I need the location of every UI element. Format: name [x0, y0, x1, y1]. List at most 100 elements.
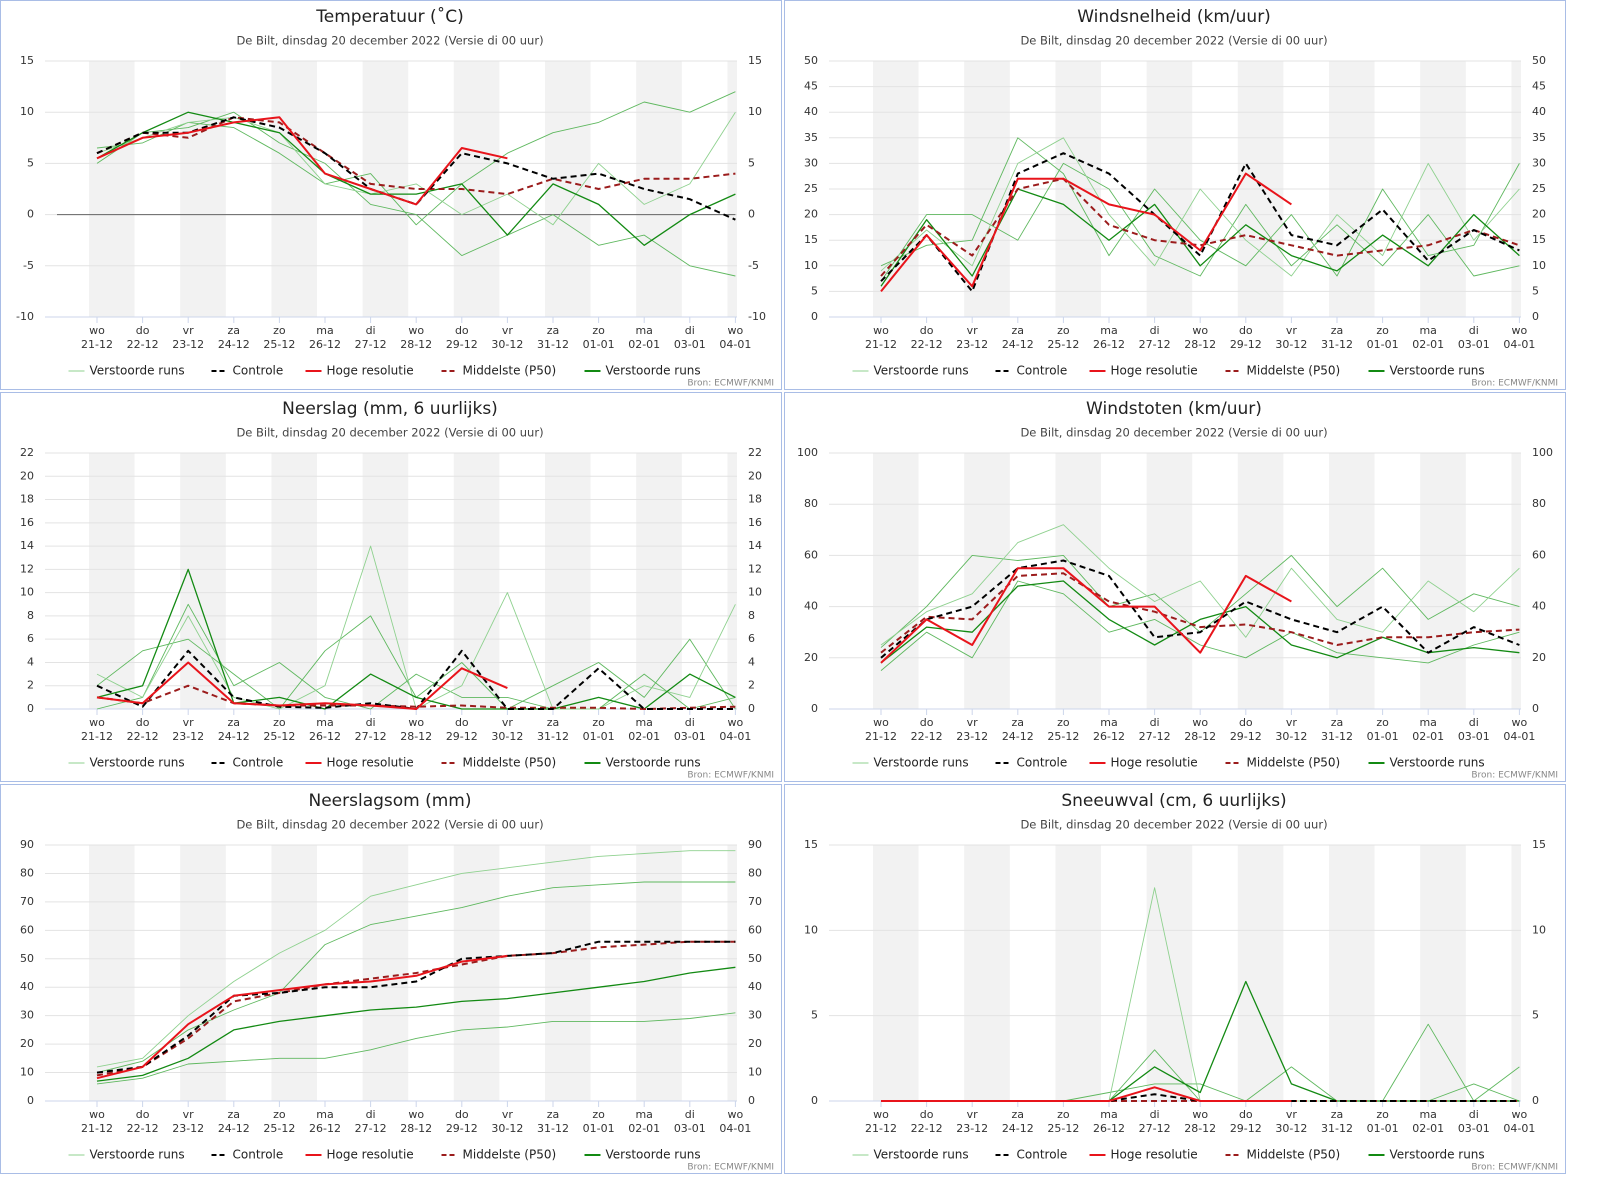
source: Bron: ECMWF/KNMI — [1471, 1163, 1558, 1173]
day-band — [727, 61, 737, 317]
x-tick-label: 27-12 — [1139, 730, 1171, 743]
day-band — [636, 845, 682, 1101]
y-tick-label: 0 — [811, 310, 818, 323]
y2-tick-label: 15 — [1532, 233, 1546, 246]
x-tick-label: ma — [1100, 1108, 1117, 1121]
x-tick-label: wo — [1512, 324, 1528, 337]
y-tick-label: 20 — [804, 208, 818, 221]
day-band — [89, 845, 135, 1101]
day-band — [271, 845, 317, 1101]
y2-tick-label: 15 — [1532, 838, 1546, 851]
y2-tick-label: 0 — [748, 208, 755, 221]
x-tick-label: 29-12 — [1230, 1122, 1262, 1135]
x-tick-label: 21-12 — [865, 1122, 897, 1135]
x-tick-label: wo — [873, 324, 889, 337]
x-tick-label: do — [455, 1108, 469, 1121]
x-tick-label: 25-12 — [263, 730, 295, 743]
legend-label: Hoge resolutie — [327, 364, 414, 378]
series-line — [880, 559, 1520, 659]
y2-tick-label: 2 — [748, 679, 755, 692]
legend-label: Middelste (P50) — [463, 1148, 557, 1162]
x-tick-label: 28-12 — [400, 1122, 432, 1135]
y2-tick-label: 5 — [1532, 284, 1539, 297]
chart-panel: 0 2 4 6 8 10 12 14 16 18 20 22 0 2 4 6 8 10 12 14 16 18 20 22 wo… — [0, 392, 782, 782]
day-band — [727, 453, 737, 709]
day-band — [1420, 845, 1466, 1101]
x-tick-label: di — [1469, 324, 1479, 337]
y2-tick-label: 30 — [748, 1009, 762, 1022]
x-tick-label: zo — [1057, 716, 1070, 729]
x-tick-label: 03-01 — [1458, 338, 1490, 351]
x-tick-label: 22-12 — [127, 730, 159, 743]
y-tick-label: 12 — [20, 562, 34, 575]
x-tick-label: za — [228, 324, 241, 337]
legend-label: Verstoorde runs — [1390, 756, 1485, 770]
y-tick-label: 10 — [20, 586, 34, 599]
x-tick-label: 22-12 — [127, 338, 159, 351]
x-tick-label: 04-01 — [719, 730, 751, 743]
x-tick-label: wo — [1512, 1108, 1528, 1121]
legend-label: Hoge resolutie — [327, 1148, 414, 1162]
y-tick-label: 40 — [804, 105, 818, 118]
legend-label: Controle — [1017, 364, 1068, 378]
legend-label: Controle — [1017, 756, 1068, 770]
x-tick-label: 22-12 — [911, 338, 943, 351]
series-line — [880, 172, 1292, 293]
x-tick-label: 03-01 — [1458, 1122, 1490, 1135]
x-tick-label: vr — [502, 1108, 514, 1121]
day-band — [1329, 845, 1375, 1101]
x-tick-label: vr — [967, 324, 979, 337]
y2-tick-label: 60 — [1532, 548, 1546, 561]
y2-tick-label: 60 — [748, 923, 762, 936]
x-tick-label: 23-12 — [956, 730, 988, 743]
x-tick-label: vr — [1286, 324, 1298, 337]
x-tick-label: 27-12 — [355, 338, 387, 351]
x-tick-label: wo — [408, 1108, 424, 1121]
y-tick-label: 20 — [804, 651, 818, 664]
x-tick-label: wo — [728, 324, 744, 337]
source: Bron: ECMWF/KNMI — [687, 771, 774, 781]
x-tick-label: vr — [502, 324, 514, 337]
x-tick-label: 22-12 — [127, 1122, 159, 1135]
x-tick-label: wo — [728, 1108, 744, 1121]
day-band — [362, 845, 409, 1101]
y-tick-label: 0 — [27, 702, 34, 715]
legend-label: Controle — [233, 756, 284, 770]
day-band — [89, 453, 135, 709]
x-tick-label: za — [547, 716, 560, 729]
x-tick-label: zo — [592, 716, 605, 729]
x-tick-label: wo — [89, 1108, 105, 1121]
day-band — [1055, 845, 1101, 1101]
y-tick-label: 50 — [804, 54, 818, 67]
y-tick-label: 20 — [20, 469, 34, 482]
x-tick-label: 23-12 — [956, 338, 988, 351]
x-tick-label: di — [685, 1108, 695, 1121]
day-band — [873, 845, 919, 1101]
y2-tick-label: 10 — [1532, 923, 1546, 936]
x-tick-label: wo — [1192, 716, 1208, 729]
x-tick-label: ma — [1419, 716, 1436, 729]
y-tick-label: 10 — [20, 1066, 34, 1079]
x-tick-label: 22-12 — [911, 1122, 943, 1135]
x-tick-label: di — [366, 324, 376, 337]
y-tick-label: 100 — [797, 446, 818, 459]
x-tick-label: 04-01 — [1503, 730, 1535, 743]
x-tick-label: za — [1012, 1108, 1025, 1121]
x-tick-label: di — [1150, 716, 1160, 729]
x-tick-label: vr — [183, 324, 195, 337]
x-tick-label: 25-12 — [263, 338, 295, 351]
y-tick-label: 50 — [20, 952, 34, 965]
y-tick-label: 30 — [20, 1009, 34, 1022]
day-band — [271, 453, 317, 709]
x-tick-label: wo — [873, 1108, 889, 1121]
x-tick-label: 25-12 — [263, 1122, 295, 1135]
x-tick-label: zo — [592, 1108, 605, 1121]
y-tick-label: 70 — [20, 895, 34, 908]
x-tick-label: di — [366, 1108, 376, 1121]
x-tick-label: 28-12 — [1184, 1122, 1216, 1135]
day-band — [1420, 453, 1466, 709]
x-tick-label: 28-12 — [1184, 730, 1216, 743]
x-tick-label: 21-12 — [81, 338, 113, 351]
y2-tick-label: 25 — [1532, 182, 1546, 195]
y-tick-label: 6 — [27, 632, 34, 645]
